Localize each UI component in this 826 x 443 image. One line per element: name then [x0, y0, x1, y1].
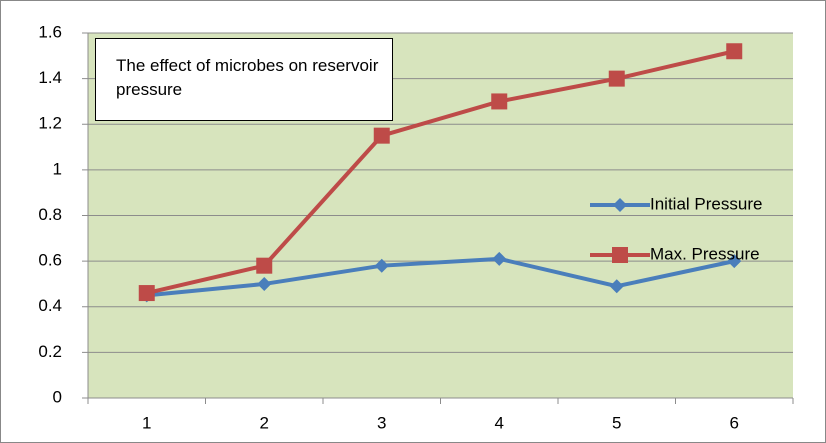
data-point	[492, 251, 507, 266]
y-tick-label: 1.4	[38, 68, 62, 87]
data-point	[373, 127, 390, 144]
data-point	[727, 254, 742, 269]
x-tick-label: 5	[612, 413, 621, 432]
data-point	[257, 276, 272, 291]
x-tick-label: 4	[495, 413, 504, 432]
series-line	[146, 49, 735, 296]
data-point	[608, 70, 625, 87]
x-tick-label: 1	[142, 413, 151, 432]
data-point	[374, 258, 389, 273]
legend-marker	[612, 247, 628, 263]
y-tick-label: 0.2	[38, 342, 62, 361]
data-point	[726, 43, 743, 60]
legend-label: Initial Pressure	[650, 194, 762, 213]
y-tick-label: 0.6	[38, 251, 62, 270]
series-line	[146, 256, 735, 298]
legend-marker	[613, 198, 627, 212]
y-tick-label: 1.6	[38, 22, 62, 41]
legend-label: Max. Pressure	[650, 244, 760, 263]
y-tick-label: 0.4	[38, 296, 62, 315]
y-tick-label: 0.8	[38, 205, 62, 224]
chart-title: The effect of microbes on reservoir pres…	[95, 38, 393, 121]
data-point	[609, 279, 624, 294]
y-tick-label: 1	[53, 159, 62, 178]
data-point	[138, 285, 155, 302]
data-point	[256, 257, 273, 274]
data-point	[491, 93, 508, 110]
x-tick-label: 2	[260, 413, 269, 432]
y-tick-label: 1.2	[38, 114, 62, 133]
y-tick-label: 0	[53, 387, 62, 406]
x-tick-label: 3	[377, 413, 386, 432]
x-tick-label: 6	[730, 413, 739, 432]
